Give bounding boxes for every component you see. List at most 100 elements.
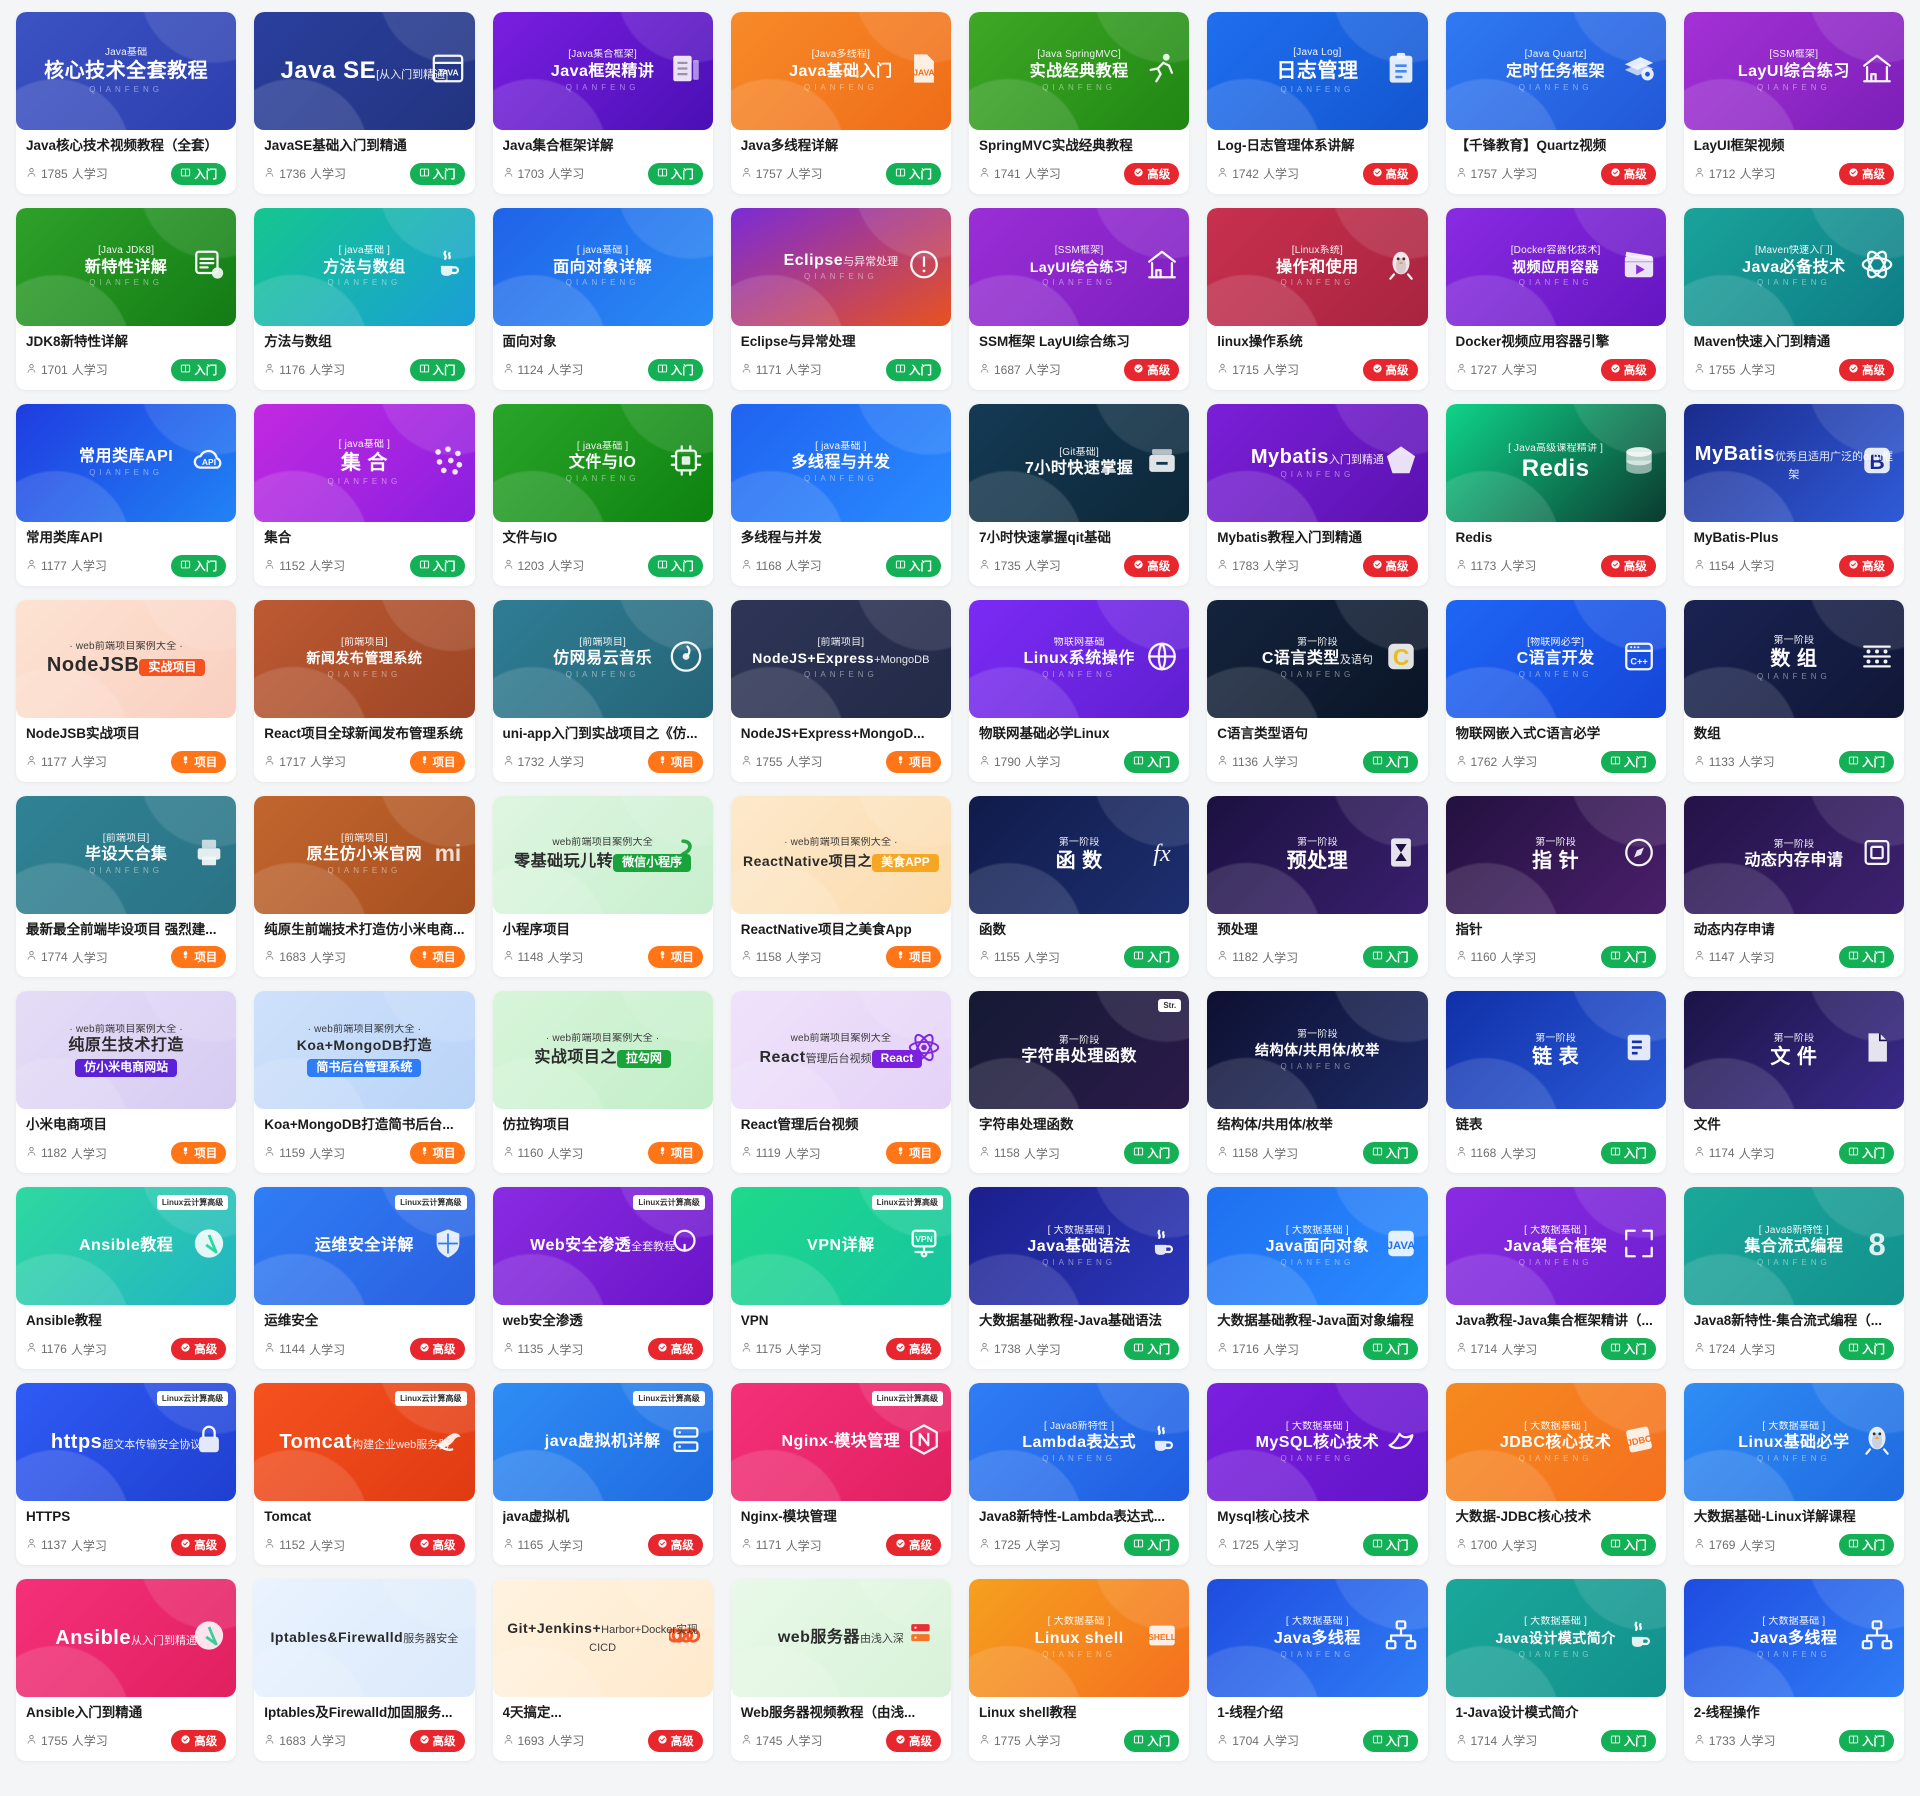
course-thumbnail[interactable]: Linux云计算高级 VPN VPN详解 bbox=[730, 1187, 951, 1306]
course-thumbnail[interactable]: Iptables&Firewalld服务器安全 bbox=[254, 1579, 475, 1697]
course-card[interactable]: [ java基础 ] 方法与数组 QIANFENG 方法与数组 1176 人学习 入门 bbox=[254, 207, 475, 390]
course-card[interactable]: fx 第一阶段函 数函数 1155 人学习 入门 bbox=[969, 795, 1190, 978]
course-title[interactable]: JDK8新特性详解 bbox=[26, 333, 129, 349]
course-title[interactable]: Tomcat bbox=[264, 1509, 312, 1525]
course-card[interactable]: [ java基础 ] 面向对象详解 QIANFENG 面向对象 1124 人学习 入门 bbox=[492, 207, 713, 390]
course-thumbnail[interactable]: Mybatis入门到精通 QIANFENG bbox=[1207, 403, 1428, 522]
course-thumbnail[interactable]: [ 大数据基础 ] Java多线程 QIANFENG bbox=[1207, 1579, 1428, 1697]
course-title[interactable]: Mybatis教程入门到精通 bbox=[1217, 529, 1363, 545]
course-card[interactable]: API 常用类库API QIANFENG 常用类库API 1177 人学习 入门 bbox=[16, 403, 237, 586]
course-title[interactable]: 4天搞定... bbox=[502, 1705, 562, 1720]
course-card[interactable]: · web前端项目案例大全 · 纯原生技术打造仿小米电商网站 小米电商项目 1182 人… bbox=[16, 991, 237, 1174]
course-title[interactable]: Nginx-模块管理 bbox=[740, 1509, 837, 1525]
course-card[interactable]: [ 大数据基础 ] Java多线程 QIANFENG 1-线程介绍 1704 人学习 入门 bbox=[1207, 1579, 1428, 1761]
course-thumbnail[interactable]: [ java基础 ] 多线程与并发 QIANFENG bbox=[730, 403, 951, 522]
course-card[interactable]: Java基础 核心技术全套教程 QIANFENG Java核心技术视频教程（全套） 17… bbox=[16, 12, 237, 194]
course-thumbnail[interactable]: C++ [物联网必学] C语言开发 QIANFENG bbox=[1445, 599, 1666, 718]
course-thumbnail[interactable]: [Java Log] 日志管理 QIANFENG bbox=[1207, 12, 1428, 130]
course-title[interactable]: HTTPS bbox=[26, 1509, 71, 1525]
course-title[interactable]: 7小时快速掌握qit基础 bbox=[979, 529, 1112, 545]
course-thumbnail[interactable]: 第一阶段数 组 QIANFENG bbox=[1683, 599, 1904, 718]
course-card[interactable]: JAVA Java SE[从入门到精通] JavaSE基础入门到精通 1736 人学习 入… bbox=[254, 12, 475, 194]
course-title[interactable]: Docker视频应用容器引擎 bbox=[1455, 333, 1610, 349]
course-title[interactable]: 大数据基础教程-Java面对象编程 bbox=[1217, 1313, 1414, 1329]
course-title[interactable]: 物联网嵌入式C语言必学 bbox=[1455, 725, 1601, 741]
course-card[interactable]: [前端项目] 毕设大合集 QIANFENG 最新最全前端毕设项目 强烈建... 1774… bbox=[16, 795, 237, 978]
course-card[interactable]: [Linux系统] 操作和使用 QIANFENG linux操作系统 1715 人学习 高级 bbox=[1207, 207, 1428, 390]
course-card[interactable]: [ 大数据基础 ] Java设计模式简介 QIANFENG 1-Java设计模式简介 1… bbox=[1445, 1579, 1666, 1761]
course-title[interactable]: Java多线程详解 bbox=[740, 138, 839, 153]
course-card[interactable]: 第一阶段文 件文件 1174 人学习 入门 bbox=[1683, 991, 1904, 1174]
course-thumbnail[interactable]: [Docker容器化技术] 视频应用容器 QIANFENG bbox=[1445, 207, 1666, 326]
course-card[interactable]: 第一阶段链 表链表 1168 人学习 入门 bbox=[1445, 991, 1666, 1174]
course-thumbnail[interactable]: [前端项目] NodeJS+Express+MongoDB QIANFENG bbox=[730, 599, 951, 718]
course-thumbnail[interactable]: [前端项目] 新闻发布管理系统 QIANFENG bbox=[254, 599, 475, 718]
course-thumbnail[interactable]: API 常用类库API QIANFENG bbox=[16, 403, 237, 522]
course-title[interactable]: Redis bbox=[1455, 529, 1493, 545]
course-title[interactable]: React管理后台视频 bbox=[740, 1117, 859, 1133]
course-thumbnail[interactable]: 第一阶段文 件 bbox=[1683, 991, 1904, 1110]
course-card[interactable]: Mybatis入门到精通 QIANFENG Mybatis教程入门到精通 1783 人学… bbox=[1207, 403, 1428, 586]
course-thumbnail[interactable]: · web前端项目案例大全 · Koa+MongoDB打造简书后台管理系统 bbox=[254, 991, 475, 1110]
course-thumbnail[interactable]: Ansible从入门到精通 bbox=[16, 1579, 237, 1697]
course-thumbnail[interactable]: [前端项目] 毕设大合集 QIANFENG bbox=[16, 795, 237, 914]
course-card[interactable]: · web前端项目案例大全 · Koa+MongoDB打造简书后台管理系统 Koa+… bbox=[254, 991, 475, 1174]
course-card[interactable]: Linux云计算高级 Web安全渗透全套教程 web安全渗透 1135 人学习 高级 bbox=[492, 1187, 713, 1370]
course-thumbnail[interactable]: 第一阶段 结构体/共用体/枚举 QIANFENG bbox=[1207, 991, 1428, 1110]
course-card[interactable]: 物联网基础 Linux系统操作 QIANFENG 物联网基础必学Linux 1790 人学… bbox=[969, 599, 1190, 782]
course-title[interactable]: 链表 bbox=[1455, 1117, 1483, 1133]
course-card[interactable]: 第一阶段指 针指针 1160 人学习 入门 bbox=[1445, 795, 1666, 978]
course-title[interactable]: ReactNative项目之美食App bbox=[740, 921, 912, 937]
course-thumbnail[interactable]: B MyBatis优秀且适用广泛的orm框架 bbox=[1683, 403, 1904, 522]
course-thumbnail[interactable]: fx 第一阶段函 数 bbox=[969, 795, 1190, 914]
course-title[interactable]: 文件 bbox=[1693, 1117, 1721, 1133]
course-thumbnail[interactable]: Eclipse与异常处理 QIANFENG bbox=[730, 207, 951, 326]
course-title[interactable]: 小米电商项目 bbox=[26, 1117, 107, 1133]
course-thumbnail[interactable]: 第一阶段链 表 bbox=[1445, 991, 1666, 1110]
course-title[interactable]: React项目全球新闻发布管理系统 bbox=[264, 725, 464, 741]
course-title[interactable]: C语言类型语句 bbox=[1217, 725, 1308, 741]
course-card[interactable]: · web前端项目案例大全 · 实战项目之 拉勾网 仿拉钩项目 1160 人学习 项目 bbox=[492, 991, 713, 1174]
course-card[interactable]: JAVA [Java多线程] Java基础入门 QIANFENG Java多线程详解 17… bbox=[730, 12, 951, 194]
course-thumbnail[interactable]: [SSM框架] LayUI综合练习 QIANFENG bbox=[1683, 12, 1904, 130]
course-card[interactable]: [SSM框架] LayUI综合练习 QIANFENG SSM框架 LayUI综合练习 1… bbox=[969, 207, 1190, 390]
course-card[interactable]: [Git基础] 7小时快速掌握 7小时快速掌握qit基础 1735 人学习 高级 bbox=[969, 403, 1190, 586]
course-thumbnail[interactable]: · web前端项目案例大全 · 纯原生技术打造仿小米电商网站 bbox=[16, 991, 237, 1110]
course-title[interactable]: NodeJSB实战项目 bbox=[26, 725, 141, 741]
course-title[interactable]: 物联网基础必学Linux bbox=[979, 725, 1110, 741]
course-thumbnail[interactable]: [ 大数据基础 ] Linux基础必学 QIANFENG bbox=[1683, 1383, 1904, 1502]
course-card[interactable]: Linux云计算高级 Tomcat构建企业web服务器 Tomcat 1152 人学习高… bbox=[254, 1383, 475, 1565]
course-title[interactable]: Java教程-Java集合框架精讲（... bbox=[1455, 1313, 1653, 1329]
course-title[interactable]: 函数 bbox=[979, 921, 1006, 937]
course-thumbnail[interactable]: [ 大数据基础 ] Java基础语法 QIANFENG bbox=[969, 1187, 1190, 1306]
course-title[interactable]: 【千锋教育】Quartz视频 bbox=[1455, 138, 1607, 153]
course-title[interactable]: SSM框架 LayUI综合练习 bbox=[979, 333, 1130, 349]
course-card[interactable]: [ java基础 ] 集 合 QIANFENG 集合 1152 人学习 入门 bbox=[254, 403, 475, 586]
course-title[interactable]: LayUI框架视频 bbox=[1693, 138, 1785, 153]
course-card[interactable]: C 第一阶段 C语言类型及语句 QIANFENG C语言类型语句 1136 人学习 入门 bbox=[1207, 599, 1428, 782]
course-thumbnail[interactable]: [ 大数据基础 ] MySQL核心技术 QIANFENG bbox=[1207, 1383, 1428, 1502]
course-card[interactable]: [ 大数据基础 ] Java基础语法 QIANFENG 大数据基础教程-Java基础语… bbox=[969, 1187, 1190, 1370]
course-title[interactable]: Maven快速入门到精通 bbox=[1693, 333, 1831, 349]
course-thumbnail[interactable]: [前端项目] 仿网易云音乐 QIANFENG bbox=[492, 599, 713, 718]
course-card[interactable]: Linux云计算高级 Ansible教程 Ansible教程 1176 人学习 高级 bbox=[16, 1187, 237, 1370]
course-title[interactable]: 大数据基础-Linux详解课程 bbox=[1693, 1509, 1856, 1525]
course-title[interactable]: uni-app入门到实战项目之《仿... bbox=[502, 725, 698, 741]
course-title[interactable]: web安全渗透 bbox=[502, 1313, 583, 1329]
course-thumbnail[interactable]: web前端项目案例大全 React管理后台视频 React bbox=[730, 991, 951, 1110]
course-card[interactable]: 第一阶段数 组 QIANFENG 数组 1133 人学习 入门 bbox=[1683, 599, 1904, 782]
course-card[interactable]: Git+Jenkins+Harbor+Docker实现CICD 4天搞定... 16… bbox=[492, 1579, 713, 1761]
course-thumbnail[interactable]: 第一阶段 预处理 bbox=[1207, 795, 1428, 914]
course-title[interactable]: VPN bbox=[740, 1313, 769, 1329]
course-card[interactable]: JAVA [ 大数据基础 ] Java面向对象 QIANFENG 大数据基础教程-Jav… bbox=[1207, 1187, 1428, 1370]
course-title[interactable]: 指针 bbox=[1455, 921, 1483, 937]
course-thumbnail[interactable]: Linux云计算高级 Tomcat构建企业web服务器 bbox=[254, 1383, 475, 1502]
course-card[interactable]: Linux云计算高级 VPN VPN详解 VPN 1175 人学习 高级 bbox=[730, 1187, 951, 1370]
course-thumbnail[interactable]: web前端项目案例大全 零基础玩儿转 微信小程序 bbox=[492, 795, 713, 914]
course-thumbnail[interactable]: Linux云计算高级 Nginx-模块管理 bbox=[730, 1383, 951, 1502]
course-card[interactable]: [ java基础 ] 文件与IO QIANFENG 文件与IO 1203 人学习 入门 bbox=[492, 403, 713, 586]
course-card[interactable]: [SSM框架] LayUI综合练习 QIANFENG LayUI框架视频 1712 人学习… bbox=[1683, 12, 1904, 194]
course-card[interactable]: 第一阶段 动态内存申请 动态内存申请 1147 人学习 入门 bbox=[1683, 795, 1904, 978]
course-thumbnail[interactable]: Linux云计算高级 https超文本传输安全协议 bbox=[16, 1383, 237, 1502]
course-title[interactable]: Java8新特性-集合流式编程（... bbox=[1693, 1313, 1883, 1329]
